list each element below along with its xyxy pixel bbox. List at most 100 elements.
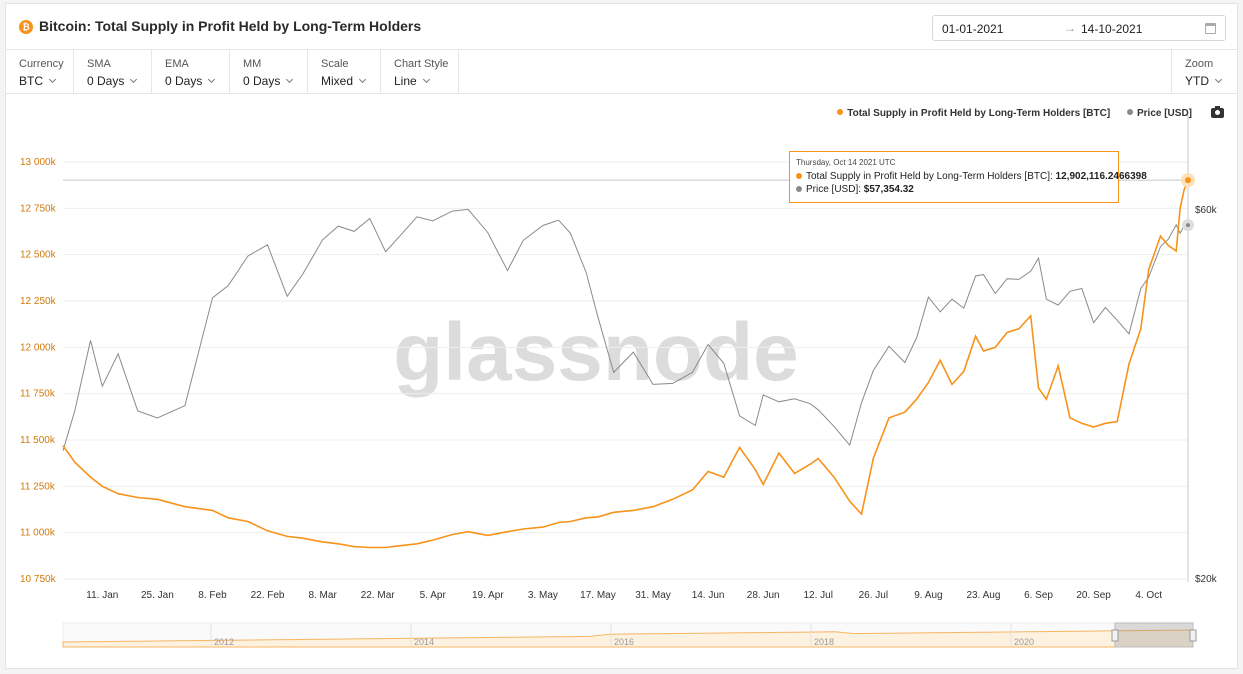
ema-select[interactable]: EMA 0 Days [152,50,230,94]
y-axis-right-tick-label: $60k [1195,205,1218,216]
chevron-down-icon [48,75,57,84]
y-axis-left-tick-label: 12 750k [20,203,57,214]
currency-select[interactable]: Currency BTC [6,50,74,94]
chart-controls: Currency BTC SMA 0 Days EMA 0 Days MM 0 … [6,50,1237,94]
supply-series-line[interactable] [62,179,1189,549]
date-to-input[interactable]: 14-10-2021 [1081,22,1143,36]
navigator-tick-label: 2020 [1014,637,1034,647]
chevron-down-icon [1214,75,1223,84]
tooltip-supply-label: Total Supply in Profit Held by Long-Term… [806,171,1056,182]
y-axis-left-tick-label: 11 750k [20,389,56,400]
y-axis-left-tick-label: 11 000k [20,528,56,539]
x-axis-tick-label: 5. Apr [420,590,447,601]
y-axis-left-tick-label: 10 750k [20,574,57,585]
chart-style-label: Chart Style [394,58,449,70]
chart-style-select[interactable]: Chart Style Line [381,50,459,94]
zoom-value: YTD [1185,74,1209,88]
x-axis-tick-label: 12. Jul [804,590,833,601]
chart-area[interactable]: glassnode 10 750k 11 000k 11 250k 11 500k 11… [6,95,1239,669]
legend-price-label: Price [USD] [1136,108,1192,119]
x-axis-tick-label: 4. Oct [1135,590,1162,601]
chart-header: ₿ Bitcoin: Total Supply in Profit Held b… [6,4,1237,50]
zoom-label: Zoom [1185,58,1214,70]
mm-label: MM [243,58,262,70]
navigator-tick-label: 2012 [214,637,234,647]
sma-value: 0 Days [87,74,125,88]
x-axis-tick-label: 14. Jun [692,590,725,601]
x-axis-tick-label: 8. Mar [308,590,337,601]
chevron-down-icon [422,75,430,84]
legend-item-price[interactable]: Price [USD] [1126,108,1192,119]
scale-label: Scale [321,58,349,70]
x-axis-tick-label: 31. May [635,590,671,601]
chart-svg[interactable]: glassnode 10 750k 11 000k 11 250k 11 500k 11… [6,95,1239,669]
mm-select[interactable]: MM 0 Days [230,50,308,94]
page-title: Bitcoin: Total Supply in Profit Held by … [39,18,422,34]
navigator-right-handle [1189,629,1197,642]
navigator[interactable]: 2012 2014 2016 2018 2020 [62,622,1197,648]
gray-dot-icon [1126,109,1133,115]
x-axis-tick-label: 3. May [528,590,558,601]
currency-label: Currency [19,58,64,70]
chevron-down-icon [130,75,138,84]
y-axis-left-tick-label: 12 500k [20,250,57,261]
x-axis-tick-label: 6. Sep [1024,590,1053,601]
mm-value: 0 Days [243,74,281,88]
scale-select[interactable]: Scale Mixed [308,50,381,94]
y-axis-left-tick-label: 11 250k [20,481,56,492]
navigator-tick-label: 2016 [614,637,634,647]
supply-hover-marker [1181,173,1195,188]
date-from-input[interactable]: 01-01-2021 [942,22,1004,36]
date-range-picker[interactable]: 01-01-2021 → 14-10-2021 [932,15,1226,41]
sma-select[interactable]: SMA 0 Days [74,50,152,94]
chart-style-value: Line [394,74,417,88]
chevron-down-icon [286,75,294,84]
x-axis-tick-label: 20. Sep [1076,590,1111,601]
x-axis-tick-label: 28. Jun [747,590,780,601]
tooltip-price-value: $57,354.32 [863,184,914,195]
tooltip-date: Thursday, Oct 14 2021 UTC [796,158,896,167]
x-axis-tick-label: 22. Mar [361,590,396,601]
x-axis-tick-label: 25. Jan [141,590,174,601]
tooltip-row-price: Price [USD]: $57,354.32 [796,183,1112,196]
calendar-icon[interactable] [1205,23,1216,34]
orange-dot-icon [837,109,844,115]
bitcoin-logo-icon: ₿ [19,20,33,34]
sma-label: SMA [87,58,111,70]
navigator-tick-label: 2014 [414,637,434,647]
zoom-select[interactable]: Zoom YTD [1171,50,1239,94]
y-axis-left-tick-label: 12 250k [20,296,57,307]
gray-dot-icon [796,186,802,192]
ema-label: EMA [165,58,189,70]
legend-supply-label: Total Supply in Profit Held by Long-Term… [847,108,1111,119]
price-series-line[interactable] [62,208,1189,451]
scale-value: Mixed [321,74,354,88]
chevron-down-icon [358,75,367,84]
chevron-down-icon [208,75,216,84]
y-axis-left-tick-label: 13 000k [20,157,57,168]
x-axis-tick-label: 8. Feb [198,590,227,601]
y-axis-right-tick-label: $20k [1195,574,1218,585]
x-axis-tick-label: 17. May [580,590,616,601]
camera-icon[interactable] [1211,106,1224,118]
arrow-right-icon: → [1064,21,1076,35]
y-axis-left-tick-label: 12 000k [20,342,57,353]
tooltip-row-supply: Total Supply in Profit Held by Long-Term… [796,170,1147,183]
glassnode-watermark: glassnode [393,307,799,398]
x-axis-tick-label: 9. Aug [914,590,942,601]
x-axis-tick-label: 11. Jan [86,590,118,601]
y-axis-left-tick-label: 11 500k [20,435,56,446]
navigator-series-area [62,629,1194,648]
chart-legend: Total Supply in Profit Held by Long-Term… [823,108,1192,119]
currency-value: BTC [19,74,43,88]
chart-card: ₿ Bitcoin: Total Supply in Profit Held b… [5,3,1238,669]
price-hover-marker [1182,219,1194,232]
x-axis-tick-label: 23. Aug [966,590,1000,601]
x-axis-tick-label: 26. Jul [859,590,888,601]
tooltip-supply-value: 12,902,116.2466398 [1055,171,1147,182]
x-axis-tick-label: 19. Apr [472,590,504,601]
navigator-left-handle [1111,629,1119,642]
legend-item-supply[interactable]: Total Supply in Profit Held by Long-Term… [837,108,1110,119]
ema-value: 0 Days [165,74,203,88]
orange-dot-icon [796,173,802,179]
